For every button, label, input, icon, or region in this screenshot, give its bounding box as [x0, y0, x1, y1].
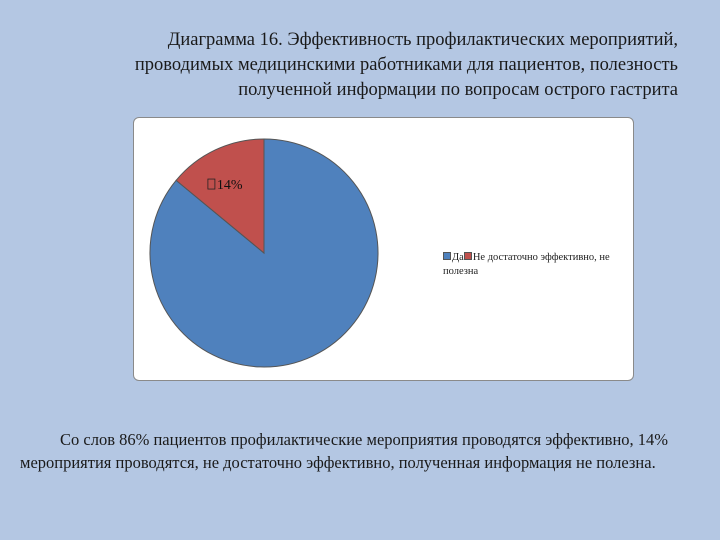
legend-item-yes: Да [443, 252, 464, 263]
pie-slice-no [175, 138, 265, 255]
legend: Да Не достаточно эффективно, не полезна [443, 251, 633, 279]
legend-item-no: Не достаточно эффективно, не полезна [443, 252, 610, 277]
legend-swatch-no [463, 252, 472, 260]
chart-area: 14% Да Не достаточно эффективно, не полез… [133, 117, 634, 381]
data-label: 14% [207, 178, 243, 193]
caption-text: Со слов 86% пациентов профилактические м… [20, 430, 669, 472]
chart-title: Диаграмма 16. Эффективность профилактиче… [60, 28, 678, 103]
chart-title-line: Диаграмма 16. Эффективность профилактиче… [167, 30, 678, 50]
legend-label-no: Не достаточно эффективно, не полезна [443, 252, 610, 277]
chart-title-line: проводимых медицинскими работниками для … [134, 55, 678, 75]
legend-label-yes: Да [452, 252, 464, 263]
data-label-marker [207, 178, 216, 190]
data-label-text: 14% [217, 178, 243, 193]
pie-chart: 14% [149, 138, 379, 368]
chart-title-line: полученной информации по вопросам острог… [238, 80, 678, 100]
legend-swatch-yes [443, 252, 451, 260]
